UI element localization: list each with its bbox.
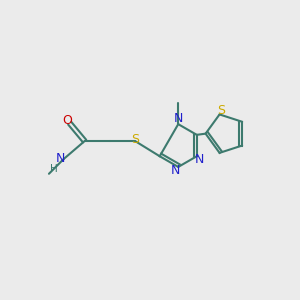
Text: O: O [62, 114, 72, 128]
Text: S: S [131, 133, 139, 146]
Text: N: N [173, 112, 183, 125]
Text: N: N [194, 153, 204, 166]
Text: S: S [217, 104, 225, 117]
Text: N: N [171, 164, 181, 177]
Text: H: H [50, 164, 57, 174]
Text: N: N [56, 152, 65, 165]
